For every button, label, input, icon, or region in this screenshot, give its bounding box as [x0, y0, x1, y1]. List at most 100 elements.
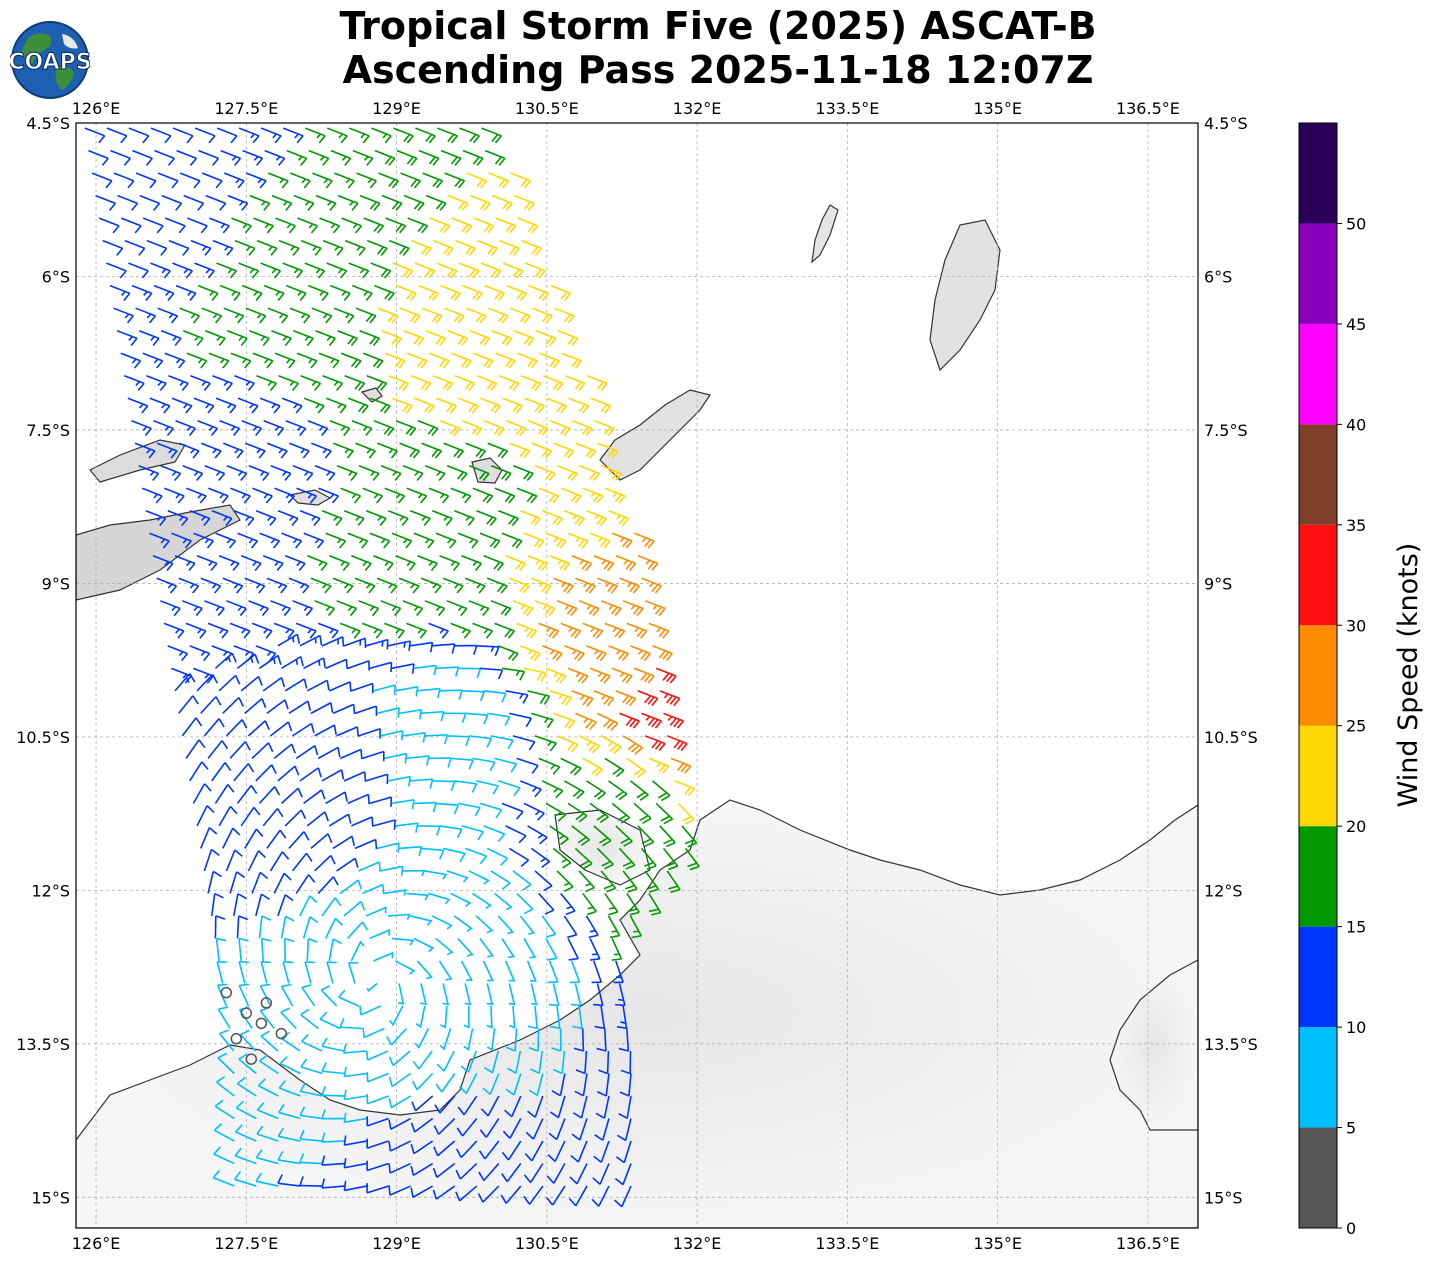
- wind-barb: [371, 127, 392, 144]
- wind-barb: [439, 555, 460, 572]
- wind-barb: [132, 149, 153, 166]
- wind-barb: [271, 329, 292, 346]
- wind-barb: [307, 419, 329, 436]
- wind-barb: [531, 712, 554, 729]
- wind-barb: [213, 1123, 235, 1142]
- wind-barb: [314, 600, 336, 617]
- wind-barb: [509, 712, 533, 728]
- wind-barb: [398, 708, 423, 720]
- wind-barb: [468, 735, 493, 748]
- wind-barb: [234, 239, 256, 256]
- wind-barb: [356, 172, 377, 189]
- wind-barb: [479, 802, 503, 819]
- wind-barb: [318, 352, 340, 369]
- lon-tick-label-bottom: 126°E: [72, 1234, 121, 1253]
- wind-barb: [301, 1033, 323, 1052]
- wind-barb: [501, 667, 526, 681]
- wind-barb: [413, 937, 435, 953]
- wind-barb: [431, 915, 453, 930]
- wind-barb: [192, 783, 212, 804]
- wind-barb: [616, 1118, 632, 1142]
- wind-barb: [300, 1058, 323, 1075]
- wind-barb: [245, 307, 267, 324]
- lat-tick-label-left: 4.5°S: [26, 114, 70, 133]
- wind-barb: [384, 487, 406, 504]
- wind-barb: [641, 712, 662, 729]
- wind-barb: [545, 532, 567, 549]
- wind-barb: [343, 1066, 367, 1078]
- wind-barb: [674, 780, 695, 797]
- wind-barb: [153, 419, 174, 436]
- wind-barb: [479, 937, 494, 958]
- colorbar-segment: [1299, 725, 1337, 827]
- wind-barb: [556, 735, 579, 753]
- wind-barb: [407, 217, 429, 234]
- wind-barb: [292, 722, 315, 737]
- wind-barb: [351, 555, 372, 572]
- wind-barb: [539, 352, 560, 369]
- wind-barb: [538, 487, 560, 504]
- wind-barb: [397, 983, 405, 1005]
- wind-barb: [306, 555, 328, 572]
- wind-barb: [106, 262, 127, 279]
- wind-barb: [321, 897, 342, 917]
- wind-barb: [259, 532, 281, 549]
- wind-barb: [476, 510, 497, 527]
- wind-barb: [225, 719, 248, 737]
- wind-barb: [480, 262, 502, 279]
- wind-barb: [425, 194, 447, 211]
- wind-barb: [388, 239, 410, 256]
- wind-barb: [218, 555, 240, 572]
- lat-tick-label-right: 15°S: [1204, 1188, 1243, 1207]
- wind-barb: [516, 622, 538, 639]
- wind-barb: [362, 1027, 385, 1039]
- wind-barb: [604, 487, 626, 504]
- wind-barb: [567, 667, 589, 684]
- wind-barb: [422, 172, 444, 189]
- wind-barb: [185, 739, 206, 759]
- calm-wind-marker: [220, 986, 233, 999]
- wind-barb: [215, 532, 236, 549]
- wind-barb: [457, 802, 481, 817]
- wind-barb: [330, 149, 352, 166]
- wind-barb: [222, 577, 244, 594]
- colorbar-segment: [1299, 223, 1337, 324]
- wind-barb: [303, 657, 326, 670]
- wind-barb: [280, 915, 295, 939]
- lat-tick-label-left: 9°S: [42, 574, 70, 593]
- wind-barb: [310, 833, 333, 850]
- wind-barb: [473, 217, 495, 234]
- wind-barb: [568, 1185, 588, 1207]
- wind-barb: [670, 757, 692, 774]
- wind-barb: [611, 532, 633, 549]
- wind-barb: [570, 983, 582, 1007]
- wind-barb: [200, 577, 222, 594]
- wind-barb: [446, 870, 469, 883]
- wind-barb: [461, 825, 484, 841]
- wind-barb: [388, 1072, 412, 1088]
- wind-barb: [389, 1005, 404, 1026]
- wind-barb: [142, 217, 164, 234]
- wind-barb: [366, 1116, 389, 1127]
- wind-barb: [325, 532, 347, 549]
- wind-barb: [578, 735, 600, 754]
- wind-barb: [182, 329, 204, 346]
- wind-barb: [168, 239, 190, 256]
- wind-barb: [442, 847, 466, 863]
- wind-barb: [472, 487, 494, 504]
- wind-barb: [393, 127, 414, 144]
- wind-barb: [527, 690, 551, 705]
- wind-barb: [468, 465, 490, 482]
- wind-barb: [328, 813, 352, 827]
- wind-barb: [270, 721, 293, 737]
- wind-barb: [582, 757, 604, 777]
- wind-barb: [538, 622, 560, 639]
- wind-barb: [222, 696, 244, 714]
- lat-tick-label-right: 6°S: [1204, 267, 1232, 286]
- wind-barb: [236, 1077, 257, 1097]
- wind-barb: [586, 374, 608, 391]
- wind-barb: [110, 149, 131, 166]
- wind-barb: [472, 622, 493, 639]
- wind-barb: [293, 194, 315, 211]
- wind-barb: [517, 217, 539, 234]
